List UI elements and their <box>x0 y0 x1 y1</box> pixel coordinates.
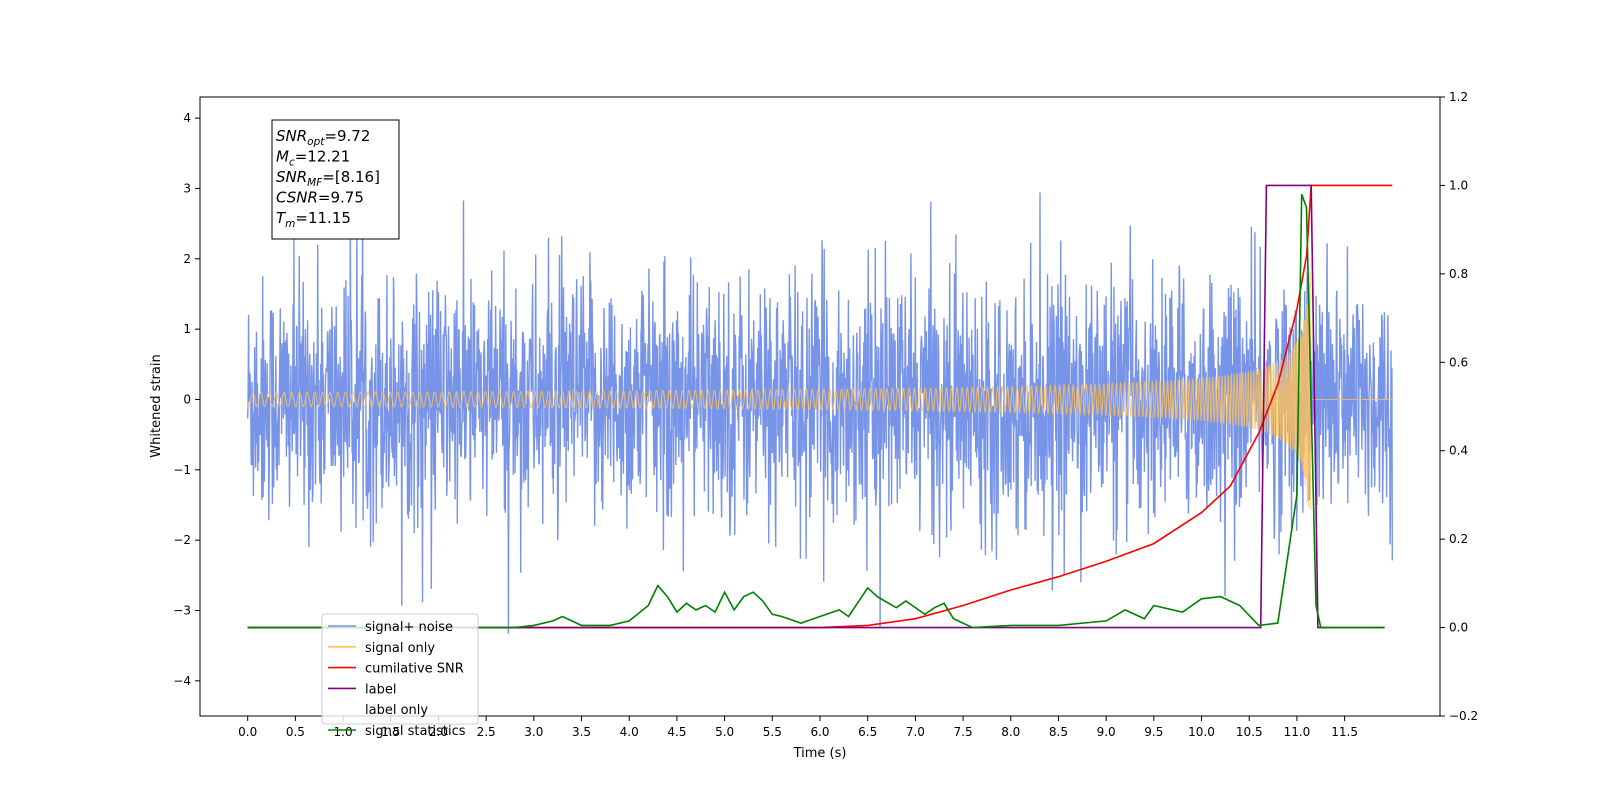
x-tick-label: 3.5 <box>572 725 591 739</box>
y-tick-label: 2 <box>183 252 191 266</box>
x-tick-label: 1.0 <box>334 725 353 739</box>
annotation-frame <box>271 119 400 240</box>
annotation-box: SNRopt=9.72Mc=12.21SNRMF=[8.16]CSNR=9.75… <box>271 119 400 240</box>
x-tick-label: 8.0 <box>1001 725 1020 739</box>
y2-tick-label: 0.6 <box>1449 355 1468 369</box>
y2-tick-label: 1.0 <box>1449 178 1468 192</box>
legend-entry-label: signal only <box>365 641 435 656</box>
x-tick-label: 10.0 <box>1188 725 1215 739</box>
legend-entry-label: label <box>365 682 396 697</box>
x-tick-label: 7.0 <box>906 725 925 739</box>
annotation-line: SNRMF=[8.16] <box>276 168 380 189</box>
x-axis-label: Time (s) <box>793 746 847 761</box>
y-tick-label: −2 <box>173 533 191 547</box>
legend-entry-label: signal statistics <box>365 724 466 739</box>
x-tick-label: 3.0 <box>524 725 543 739</box>
x-tick-label: 2.0 <box>429 725 448 739</box>
legend: signal+ noise signal only cumilative SNR la… <box>321 613 479 739</box>
axis-layer: 0.0 0.5 1.0 1.5 2.0 2.5 3.0 3.5 4.0 4.5 5.0 5.5 6.0 6… <box>173 90 1478 739</box>
y-tick-label: −4 <box>173 674 191 688</box>
x-tick-label: 5.0 <box>715 725 734 739</box>
x-tick-label: 2.5 <box>477 725 496 739</box>
x-tick-label: 1.5 <box>381 725 400 739</box>
y2-tick-label: −0.2 <box>1449 709 1478 723</box>
y2-tick-label: 0.2 <box>1449 532 1468 546</box>
y-tick-label: 3 <box>183 181 191 195</box>
y-tick-label: −1 <box>173 463 191 477</box>
annotation-line: Mc=12.21 <box>276 148 350 169</box>
legend-entry-label: signal+ noise <box>365 620 453 635</box>
x-tick-label: 8.5 <box>1049 725 1068 739</box>
x-tick-label: 4.0 <box>620 725 639 739</box>
y2-tick-label: 0.0 <box>1449 621 1468 635</box>
annotation-line: Tm=11.15 <box>276 209 351 230</box>
y2-tick-label: 0.8 <box>1449 267 1468 281</box>
y2-tick-label: 0.4 <box>1449 444 1468 458</box>
x-tick-label: 6.0 <box>810 725 829 739</box>
y-tick-label: −3 <box>173 603 191 617</box>
legend-frame <box>321 613 479 725</box>
x-tick-label: 7.5 <box>954 725 973 739</box>
legend-entry-label: cumilative SNR <box>365 662 464 677</box>
x-tick-label: 5.5 <box>763 725 782 739</box>
y-tick-label: 0 <box>183 392 191 406</box>
y-axis-label: Whitened strain <box>149 354 164 457</box>
series-line-signal-statistics <box>247 194 1383 629</box>
x-tick-label: 9.0 <box>1097 725 1116 739</box>
annotation-line: SNRopt=9.72 <box>276 127 370 148</box>
x-tick-label: 0.5 <box>286 725 305 739</box>
x-tick-label: 6.5 <box>858 725 877 739</box>
y-tick-label: 1 <box>183 322 191 336</box>
x-tick-label: 11.0 <box>1284 725 1311 739</box>
y2-tick-label: 1.2 <box>1449 90 1468 104</box>
x-tick-label: 9.5 <box>1144 725 1163 739</box>
x-tick-label: 4.5 <box>667 725 686 739</box>
x-tick-label: 11.5 <box>1331 725 1358 739</box>
annotation-line: CSNR=9.75 <box>276 189 364 207</box>
legend-entry-label: label only <box>365 703 428 718</box>
x-tick-label: 0.0 <box>238 725 257 739</box>
y-tick-label: 4 <box>183 111 191 125</box>
plot-layer <box>247 168 1393 634</box>
x-tick-label: 10.5 <box>1236 725 1263 739</box>
series-line-signal-only <box>247 272 1393 510</box>
